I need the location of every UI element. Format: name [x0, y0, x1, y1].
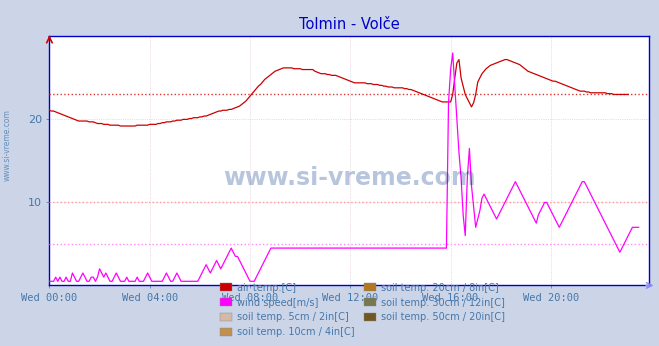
Text: www.si-vreme.com: www.si-vreme.com — [3, 109, 12, 181]
Text: www.si-vreme.com: www.si-vreme.com — [223, 166, 476, 190]
Title: Tolmin - Volče: Tolmin - Volče — [299, 17, 399, 33]
Legend: air temp.[C], wind speed[m/s], soil temp. 5cm / 2in[C], soil temp. 10cm / 4in[C]: air temp.[C], wind speed[m/s], soil temp… — [216, 279, 509, 341]
